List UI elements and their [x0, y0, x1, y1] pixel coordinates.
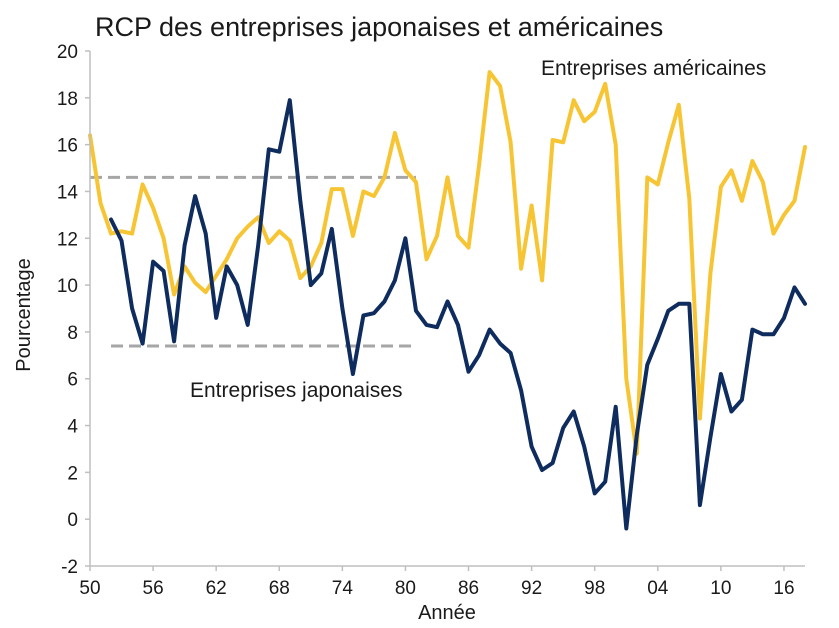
x-tick-label: 74 [332, 578, 354, 599]
y-tick-label: -2 [61, 557, 78, 578]
y-tick-label: 0 [67, 510, 78, 531]
y-tick-label: 20 [57, 42, 78, 63]
x-tick-label: 92 [521, 578, 542, 599]
reference-lines [90, 175, 416, 348]
x-tick-label: 16 [773, 578, 794, 599]
japan-series-line [109, 98, 807, 531]
y-axis-label: Pourcentage [13, 258, 35, 371]
chart-title: RCP des entreprises japonaises et améric… [95, 12, 663, 42]
y-tick-label: 14 [57, 182, 79, 203]
us-series-line [88, 70, 807, 456]
y-tick-label: 12 [57, 229, 78, 250]
x-tick-label: 56 [143, 578, 164, 599]
y-tick-label: 4 [67, 417, 78, 438]
axes [85, 50, 805, 571]
y-tick-label: 10 [57, 276, 78, 297]
x-tick-label: 04 [647, 578, 669, 599]
y-tick-label: 18 [57, 89, 78, 110]
y-tick-label: 6 [67, 370, 78, 391]
y-tick-label: 8 [67, 323, 78, 344]
x-tick-label: 68 [269, 578, 290, 599]
x-tick-label: 50 [79, 578, 100, 599]
x-tick-label: 62 [206, 578, 227, 599]
x-axis-label: Année [418, 602, 476, 624]
x-tick-label: 86 [458, 578, 479, 599]
y-tick-label: 2 [67, 463, 78, 484]
x-tick-label: 10 [710, 578, 731, 599]
x-tick-label: 80 [395, 578, 416, 599]
x-tick-labels: 50 56 62 68 74 80 86 92 98 04 10 16 [79, 578, 794, 599]
x-tick-label: 98 [584, 578, 605, 599]
us-series-label: Entreprises américaines [541, 57, 766, 80]
y-tick-labels: -2 0 2 4 6 8 10 12 14 16 18 20 [57, 42, 79, 578]
series-lines [88, 70, 807, 531]
y-tick-label: 16 [57, 136, 78, 157]
japan-series-label: Entreprises japonaises [190, 379, 402, 402]
